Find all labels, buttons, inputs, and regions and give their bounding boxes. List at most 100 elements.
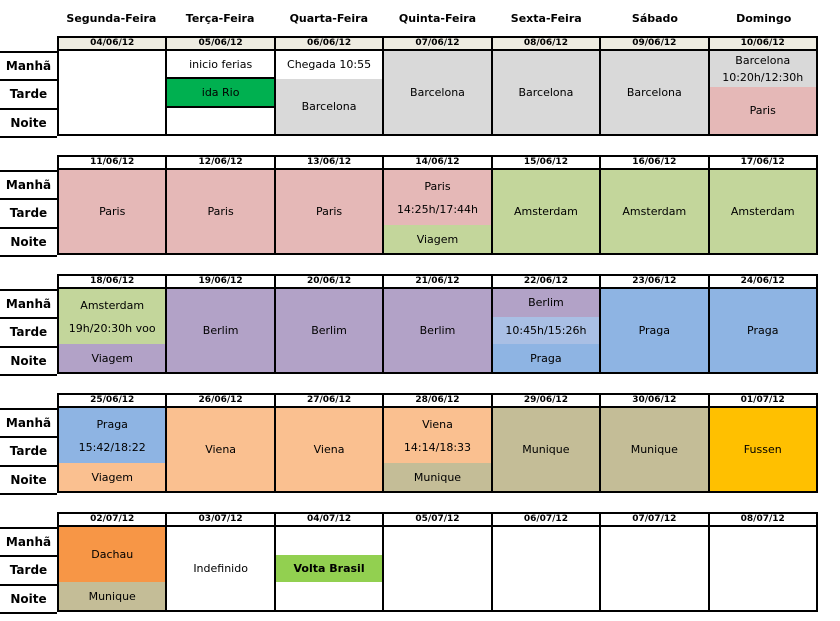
- schedule-cell-segment[interactable]: Praga: [709, 289, 816, 372]
- date-cell[interactable]: 21/06/12: [384, 276, 491, 289]
- schedule-cell-segment[interactable]: [709, 527, 816, 610]
- schedule-cell-segment[interactable]: Fussen: [709, 408, 816, 491]
- schedule-cell-segment[interactable]: Barcelona: [275, 78, 383, 134]
- schedule-cell-segment[interactable]: Berlim: [167, 289, 274, 372]
- schedule-cell-segment[interactable]: Berlim: [275, 289, 383, 372]
- schedule-cell-segment[interactable]: Paris: [167, 170, 274, 253]
- day-cell-content: Paris: [59, 170, 166, 253]
- week-block-0: Manhã Tarde Noite 04/06/12 05/06/12 inicio fe…: [0, 36, 818, 138]
- date-cell[interactable]: 27/06/12: [275, 395, 383, 408]
- date-cell[interactable]: 11/06/12: [59, 157, 166, 170]
- schedule-cell-segment[interactable]: Munique: [59, 582, 166, 610]
- schedule-cell-segment[interactable]: Viagem: [384, 225, 491, 253]
- date-cell[interactable]: 19/06/12: [167, 276, 274, 289]
- cell-text-line: Barcelona: [301, 99, 357, 113]
- schedule-cell-segment[interactable]: Viena: [275, 408, 383, 491]
- date-cell[interactable]: 20/06/12: [275, 276, 383, 289]
- date-cell[interactable]: 25/06/12: [59, 395, 166, 408]
- schedule-cell-segment[interactable]: Barcelona: [492, 51, 600, 134]
- date-cell[interactable]: 01/07/12: [709, 395, 816, 408]
- day-column: 11/06/12 Paris: [57, 155, 166, 255]
- schedule-cell-segment[interactable]: inicio ferias: [167, 51, 274, 78]
- schedule-cell-segment[interactable]: Volta Brasil: [275, 554, 383, 583]
- schedule-cell-segment[interactable]: 10:45h/15:26h: [492, 316, 600, 345]
- schedule-cell-segment[interactable]: [275, 527, 383, 555]
- date-cell[interactable]: 18/06/12: [59, 276, 166, 289]
- cell-text-line: inicio ferias: [189, 57, 253, 71]
- date-cell[interactable]: 05/07/12: [384, 514, 491, 527]
- day-column: 06/06/12 Chegada 10:55 Barcelona: [273, 36, 383, 136]
- date-cell[interactable]: 12/06/12: [167, 157, 274, 170]
- schedule-cell-segment[interactable]: Indefinido: [167, 527, 274, 610]
- schedule-cell-segment[interactable]: Amsterdam: [709, 170, 816, 253]
- schedule-cell-segment[interactable]: [384, 527, 491, 610]
- cell-text-line: Berlim: [419, 324, 456, 337]
- schedule-cell-segment[interactable]: Barcelona: [384, 51, 491, 134]
- schedule-cell-segment[interactable]: Munique: [384, 463, 491, 491]
- date-cell[interactable]: 08/07/12: [709, 514, 816, 527]
- schedule-cell-segment[interactable]: Amsterdam 19h/20:30h voo: [59, 289, 166, 345]
- date-cell[interactable]: 13/06/12: [275, 157, 383, 170]
- schedule-cell-segment[interactable]: Paris 14:25h/17:44h: [384, 170, 491, 226]
- day-header-0: Segunda-Feira: [66, 11, 157, 25]
- schedule-cell-segment[interactable]: Munique: [492, 408, 600, 491]
- date-cell[interactable]: 06/07/12: [492, 514, 600, 527]
- date-cell[interactable]: 06/06/12: [275, 38, 383, 51]
- schedule-cell-segment[interactable]: Chegada 10:55: [275, 51, 383, 79]
- row-label-column: Manhã Tarde Noite: [0, 512, 57, 614]
- schedule-cell-segment[interactable]: Paris: [59, 170, 166, 253]
- date-cell[interactable]: 23/06/12: [601, 276, 708, 289]
- schedule-cell-segment[interactable]: [601, 527, 708, 610]
- day-column: 28/06/12 Viena 14:14/18:33 Munique: [382, 393, 491, 493]
- date-cell[interactable]: 26/06/12: [167, 395, 274, 408]
- date-cell[interactable]: 24/06/12: [709, 276, 816, 289]
- cell-text-line: Munique: [522, 443, 570, 456]
- schedule-cell-segment[interactable]: Viagem: [59, 463, 166, 491]
- schedule-cell-segment[interactable]: Amsterdam: [601, 170, 708, 253]
- date-cell[interactable]: 07/07/12: [601, 514, 708, 527]
- date-cell[interactable]: 15/06/12: [492, 157, 600, 170]
- date-cell[interactable]: 08/06/12: [492, 38, 600, 51]
- schedule-cell-segment[interactable]: [492, 527, 600, 610]
- schedule-cell-segment[interactable]: ida Rio: [167, 77, 274, 108]
- schedule-cell-segment[interactable]: Dachau: [59, 527, 166, 583]
- date-cell[interactable]: 16/06/12: [601, 157, 708, 170]
- schedule-cell-segment[interactable]: Praga: [601, 289, 708, 372]
- schedule-cell-segment[interactable]: [59, 51, 166, 134]
- day-column: 01/07/12 Fussen: [707, 393, 818, 493]
- date-cell[interactable]: 04/07/12: [275, 514, 383, 527]
- schedule-cell-segment[interactable]: [275, 582, 383, 611]
- day-cell-content: [59, 51, 166, 134]
- schedule-cell-segment[interactable]: Munique: [601, 408, 708, 491]
- schedule-cell-segment[interactable]: Paris: [275, 170, 383, 253]
- schedule-cell-segment[interactable]: Paris: [709, 86, 816, 134]
- day-column: 23/06/12 Praga: [599, 274, 708, 374]
- date-cell[interactable]: 30/06/12: [601, 395, 708, 408]
- schedule-cell-segment[interactable]: Berlim: [492, 289, 600, 317]
- schedule-cell-segment[interactable]: Barcelona: [601, 51, 708, 134]
- date-cell[interactable]: 14/06/12: [384, 157, 491, 170]
- schedule-cell-segment[interactable]: Amsterdam: [492, 170, 600, 253]
- date-cell[interactable]: 29/06/12: [492, 395, 600, 408]
- day-column: 26/06/12 Viena: [165, 393, 274, 493]
- day-cell-content: Indefinido: [167, 527, 274, 610]
- day-cell-content: inicio ferias ida Rio: [167, 51, 274, 134]
- date-cell[interactable]: 10/06/12: [709, 38, 816, 51]
- schedule-cell-segment[interactable]: Barcelona 10:20h/12:30h: [709, 51, 816, 87]
- schedule-cell-segment[interactable]: Berlim: [384, 289, 491, 372]
- date-cell[interactable]: 05/06/12: [167, 38, 274, 51]
- date-cell[interactable]: 17/06/12: [709, 157, 816, 170]
- date-cell[interactable]: 03/07/12: [167, 514, 274, 527]
- date-cell[interactable]: 04/06/12: [59, 38, 166, 51]
- schedule-cell-segment[interactable]: Viena 14:14/18:33: [384, 408, 491, 464]
- date-cell[interactable]: 22/06/12: [492, 276, 600, 289]
- schedule-cell-segment[interactable]: [167, 107, 274, 134]
- schedule-cell-segment[interactable]: Viagem: [59, 344, 166, 372]
- schedule-cell-segment[interactable]: Viena: [167, 408, 274, 491]
- date-cell[interactable]: 07/06/12: [384, 38, 491, 51]
- date-cell[interactable]: 28/06/12: [384, 395, 491, 408]
- date-cell[interactable]: 02/07/12: [59, 514, 166, 527]
- schedule-cell-segment[interactable]: Praga: [492, 344, 600, 373]
- schedule-cell-segment[interactable]: Praga 15:42/18:22: [59, 408, 166, 464]
- date-cell[interactable]: 09/06/12: [601, 38, 708, 51]
